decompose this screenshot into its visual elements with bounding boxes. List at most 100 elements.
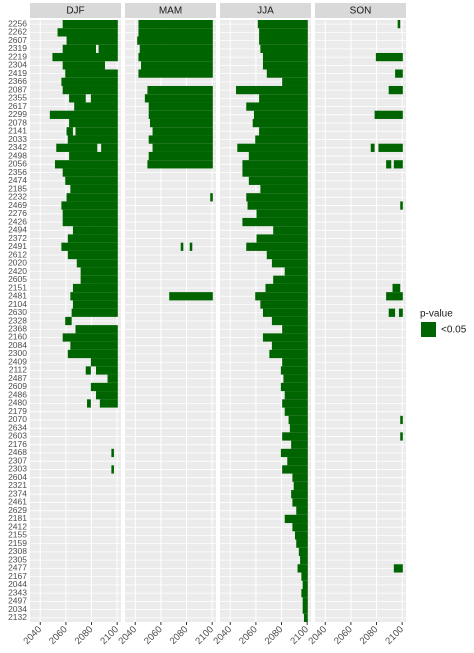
tile — [69, 118, 118, 128]
tile — [65, 316, 72, 326]
tile — [149, 118, 213, 128]
tile — [67, 234, 118, 243]
tile — [141, 61, 213, 70]
tile — [284, 267, 308, 276]
tile — [266, 250, 308, 260]
tile — [282, 77, 308, 86]
tile — [111, 448, 114, 458]
tile — [147, 85, 213, 95]
y-tick-label: 2262 — [8, 27, 27, 37]
y-tick-label: 2303 — [8, 464, 27, 474]
tile — [237, 143, 308, 152]
x-tick-label: 2060 — [332, 624, 355, 647]
tile — [246, 242, 308, 251]
y-tick-label: 2343 — [8, 587, 27, 597]
y-tick-label: 2321 — [8, 480, 27, 490]
x-tick-label: 2040 — [116, 624, 139, 647]
tile — [393, 160, 403, 169]
tile — [284, 407, 308, 416]
legend-title: p-value — [420, 309, 453, 320]
x-tick-label: 2060 — [47, 624, 70, 647]
strip — [315, 3, 406, 18]
y-tick-label: 2497 — [8, 596, 27, 606]
tile — [137, 36, 213, 45]
tile — [388, 308, 396, 317]
tile — [246, 193, 308, 202]
tile — [400, 432, 403, 441]
strip — [125, 3, 216, 18]
y-tick-label: 2299 — [8, 109, 27, 119]
tile — [388, 85, 403, 95]
tile — [70, 292, 118, 301]
x-tick-label: 2060 — [237, 624, 260, 647]
tile — [259, 127, 308, 136]
tile — [292, 498, 308, 507]
x-tick-label: 2080 — [263, 624, 286, 647]
y-tick-label: 2342 — [8, 142, 27, 152]
tile — [90, 382, 118, 392]
y-tick-label: 2603 — [8, 431, 27, 441]
tile — [62, 44, 97, 53]
y-tick-label: 2300 — [8, 348, 27, 358]
tile — [297, 564, 308, 573]
legend-label: <0.05 — [441, 325, 467, 336]
tile — [291, 440, 308, 449]
y-tick-label: 2356 — [8, 167, 27, 177]
y-tick-label: 2374 — [8, 488, 27, 498]
x-tick-label: 2040 — [211, 624, 234, 647]
x-tick-label: 2100 — [383, 624, 406, 647]
tile — [280, 448, 308, 458]
y-tick-label: 2084 — [8, 340, 27, 350]
tile — [148, 102, 213, 111]
tile — [284, 391, 308, 400]
y-tick-label: 2426 — [8, 216, 27, 226]
y-tick-label: 2409 — [8, 356, 27, 366]
tile — [87, 399, 91, 408]
tile — [287, 457, 308, 466]
tile — [294, 531, 308, 540]
tile — [256, 209, 308, 218]
y-tick-label: 2256 — [8, 18, 27, 28]
tile — [260, 184, 308, 194]
tile — [57, 28, 118, 37]
y-tick-label: 2328 — [8, 315, 27, 325]
tile — [284, 514, 308, 524]
tile — [386, 160, 392, 169]
tile — [255, 292, 308, 301]
y-tick-label: 2232 — [8, 192, 27, 202]
tile — [296, 539, 308, 548]
y-tick-label: 2141 — [8, 126, 27, 136]
tile — [242, 217, 308, 227]
tile — [56, 143, 98, 152]
tile — [303, 613, 308, 622]
y-tick-label: 2319 — [8, 43, 27, 53]
y-tick-label: 2078 — [8, 117, 27, 127]
tile — [262, 61, 308, 70]
tile — [289, 424, 308, 433]
tile — [180, 242, 184, 251]
strip — [220, 3, 311, 18]
tile — [189, 242, 193, 251]
tile — [61, 77, 118, 86]
tile — [280, 382, 308, 392]
tile — [147, 160, 213, 169]
tile — [252, 118, 308, 128]
tile — [301, 572, 308, 581]
y-tick-label: 2498 — [8, 150, 27, 160]
tile — [169, 292, 213, 301]
tile — [62, 20, 118, 29]
tile — [400, 201, 403, 210]
x-tick-label: 2100 — [193, 624, 216, 647]
tile — [292, 523, 308, 532]
tile — [266, 69, 308, 78]
y-tick-label: 2179 — [8, 406, 27, 416]
x-tick-label: 2100 — [98, 624, 121, 647]
y-tick-label: 2630 — [8, 307, 27, 317]
tile — [66, 36, 118, 45]
tile — [138, 52, 213, 62]
tile — [248, 151, 308, 161]
tile — [72, 300, 118, 309]
tile — [98, 44, 118, 53]
tile — [65, 69, 118, 78]
y-tick-label: 2087 — [8, 84, 27, 94]
